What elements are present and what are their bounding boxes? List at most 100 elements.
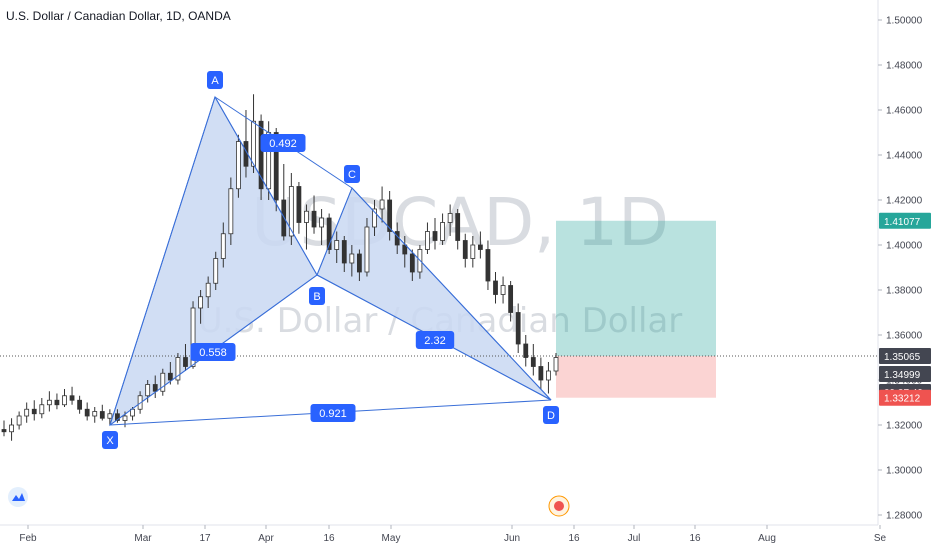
event-icon-dot	[554, 501, 564, 511]
candle-body	[258, 120, 264, 190]
candle-body	[39, 404, 45, 415]
candle-body	[273, 132, 279, 201]
candle-body	[485, 249, 491, 282]
ratio-label: 0.492	[269, 138, 297, 150]
candle-body	[236, 141, 241, 190]
y-tick-label: 1.38000	[886, 286, 923, 297]
candle-body	[115, 413, 120, 421]
candle-body	[372, 208, 377, 228]
event-icon[interactable]	[548, 495, 570, 517]
pattern-point-c-badge	[344, 165, 360, 183]
candle-body	[69, 395, 75, 401]
candle-body	[107, 413, 113, 419]
pattern-leg-cd	[351, 187, 552, 401]
y-tick-label: 1.44000	[886, 151, 923, 162]
candle-body	[198, 296, 204, 309]
pattern-point-d-badge	[543, 406, 559, 424]
candle-body	[251, 120, 256, 167]
candle-body	[54, 399, 60, 406]
candle-body	[228, 188, 234, 235]
x-tick-label: May	[382, 533, 401, 544]
x-tick-label: Jun	[504, 533, 520, 544]
candle-body	[46, 399, 52, 406]
x-tick-label: Aug	[758, 533, 776, 544]
candle-body	[205, 282, 211, 298]
candle-body	[440, 222, 445, 241]
x-tick-label: Se	[874, 533, 887, 544]
candle-body	[500, 285, 506, 295]
x-tick-label: 16	[689, 533, 701, 544]
ratio-badge	[310, 404, 356, 422]
price-tag-target	[879, 212, 931, 229]
candle-body	[84, 408, 90, 417]
candle-body	[508, 285, 514, 313]
candle-body	[432, 231, 438, 241]
price-tag-target-text: 1.41077	[884, 217, 921, 228]
ratio-label: 2.32	[424, 335, 445, 347]
tradingview-logo-icon[interactable]	[8, 487, 28, 507]
candle-body	[530, 357, 536, 367]
y-tick-label: 1.40000	[886, 241, 923, 252]
y-tick-label: 1.28000	[886, 511, 923, 522]
pattern-point-a-label: A	[211, 75, 219, 87]
x-tick-label: 17	[199, 533, 211, 544]
candle-body	[462, 240, 468, 259]
price-tag-entry-text: 1.34999	[884, 370, 921, 381]
y-tick-label: 1.46000	[886, 106, 923, 117]
candle-body	[455, 213, 461, 241]
y-tick-label: 1.48000	[886, 61, 923, 72]
x-tick-label: 16	[568, 533, 580, 544]
candle-body	[379, 199, 385, 210]
candle-body	[311, 210, 317, 228]
y-tick-label: 1.42000	[886, 196, 923, 207]
chart-title: U.S. Dollar / Canadian Dollar, 1D, OANDA	[6, 9, 231, 23]
candle-body	[349, 253, 355, 264]
candle-body	[387, 199, 393, 232]
candle-body	[319, 217, 324, 228]
candle-body	[31, 408, 37, 415]
candle-body	[137, 395, 143, 410]
candle-body	[62, 395, 67, 406]
position-target-zone	[556, 220, 716, 357]
candle-body	[92, 411, 98, 417]
candle-body	[296, 186, 302, 223]
pattern-leg-bc	[316, 187, 353, 276]
candle-body	[152, 384, 158, 392]
candle-body	[145, 384, 151, 397]
pattern-point-c-label: C	[348, 169, 356, 181]
price-tag-last-text: 1.35065	[884, 352, 921, 363]
x-tick-label: Apr	[258, 533, 274, 544]
candle-body	[167, 372, 173, 381]
candle-body	[99, 411, 105, 419]
x-tick-label: Jul	[628, 533, 641, 544]
candle-body	[402, 244, 408, 255]
pattern-point-x-badge	[102, 431, 118, 449]
candle-body	[122, 415, 128, 421]
candle-body	[220, 233, 226, 259]
y-tick-label: 1.30000	[886, 466, 923, 477]
candle-body	[538, 366, 544, 381]
candle-body	[190, 307, 196, 367]
candle-body	[304, 210, 309, 223]
candle-body	[364, 226, 370, 273]
candle-body	[523, 343, 529, 358]
x-tick-label: Mar	[134, 533, 152, 544]
candle-body	[288, 186, 294, 237]
candle-body	[515, 312, 521, 345]
candle-body	[334, 240, 340, 250]
candle-body	[16, 415, 22, 426]
y-tick-label: 1.36000	[886, 331, 923, 342]
candle-body	[175, 357, 181, 381]
pattern-point-d-label: D	[547, 410, 555, 422]
candle-body	[213, 258, 219, 284]
candle-body	[409, 253, 415, 273]
candle-body	[1, 429, 7, 433]
pattern-point-a-badge	[207, 71, 223, 89]
candle-body	[9, 424, 14, 433]
pattern-leg-xa	[109, 96, 216, 426]
pattern-point-b-badge	[309, 287, 325, 305]
candle-body	[24, 408, 30, 417]
candle-body	[77, 399, 83, 410]
